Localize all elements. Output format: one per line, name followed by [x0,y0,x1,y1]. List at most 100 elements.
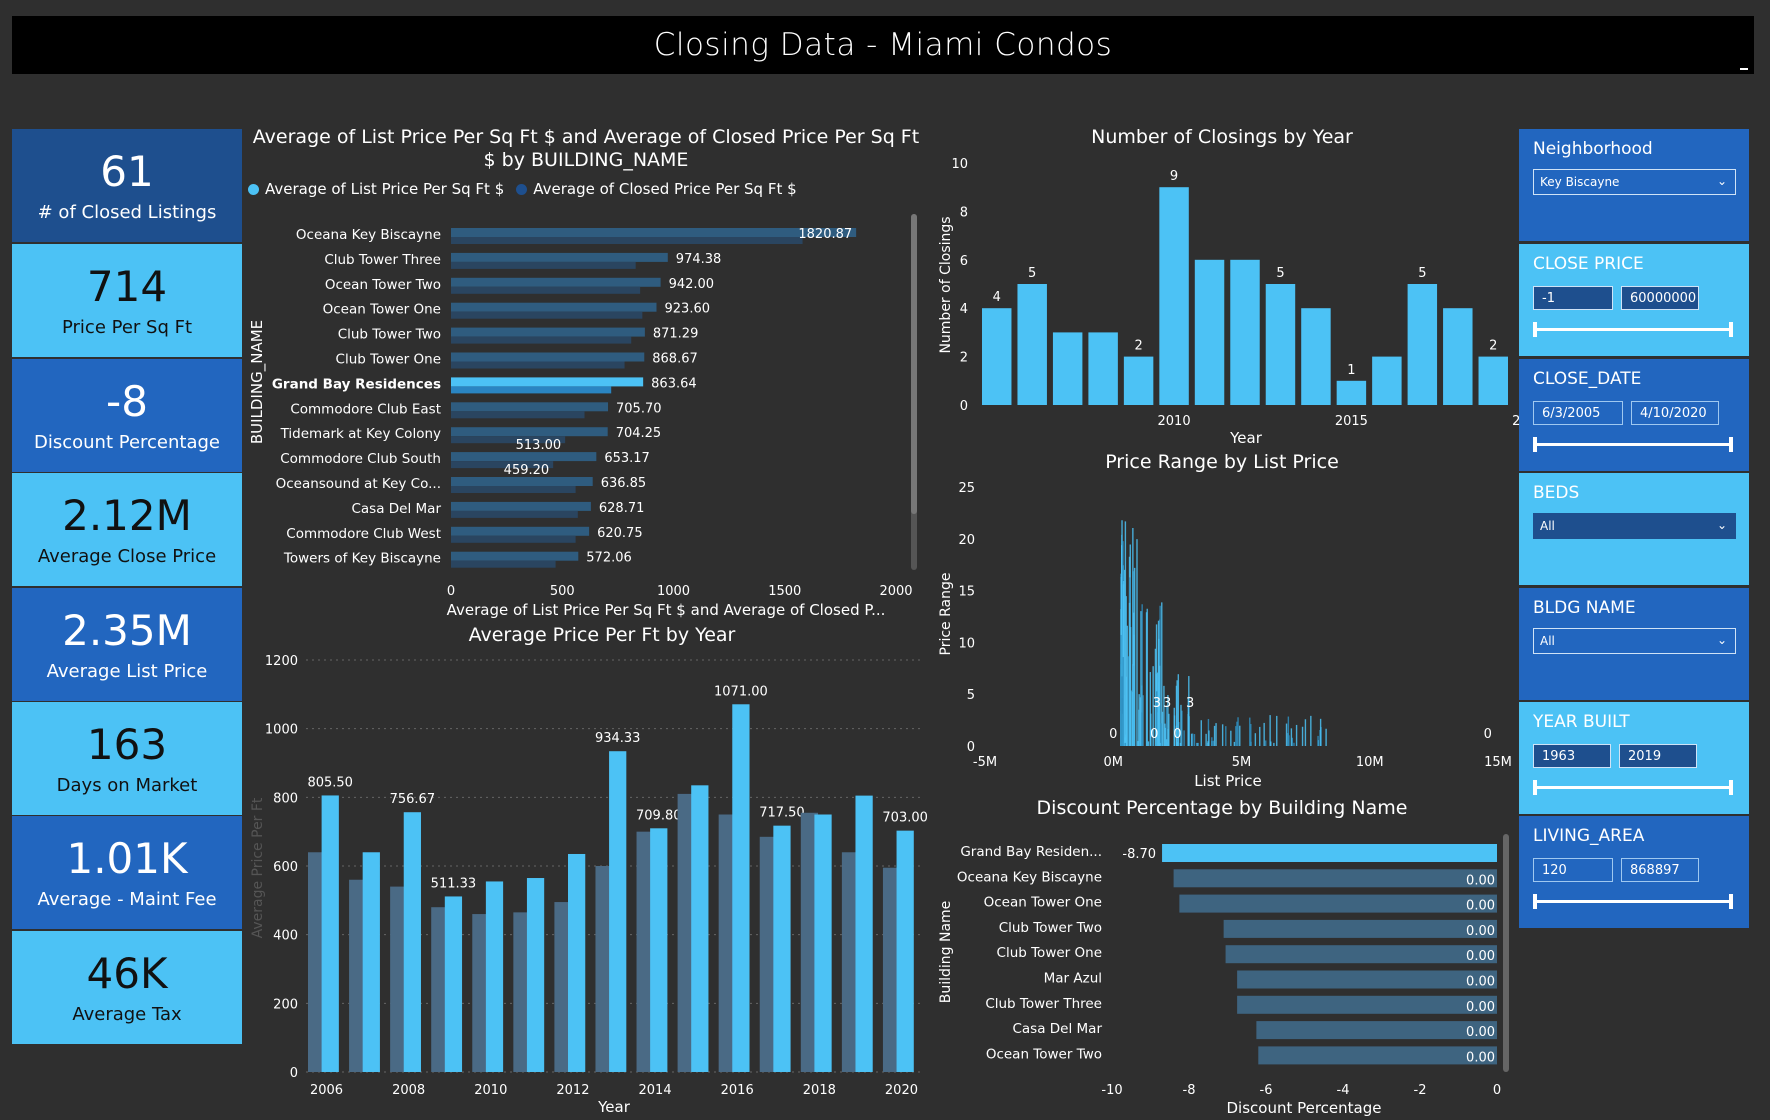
bar-closed-price [451,336,632,344]
y-tick-label: 4 [960,302,968,317]
data-label: 0.00 [1466,924,1495,939]
data-label: 0.00 [1466,1025,1495,1040]
kpi-value: 46K [86,948,168,998]
bar-closed-price [451,237,803,244]
closings-chart-title: Number of Closings by Year [1091,126,1353,148]
slider-handle-max[interactable] [1729,322,1733,337]
y-tick-label: 1000 [265,723,298,738]
bar-closed [759,836,777,1072]
year-built-slider[interactable] [1533,780,1733,795]
close-price-min-input[interactable]: -1 [1533,286,1613,310]
x-tick-label: 2020 [1512,414,1520,429]
kpi-average-tax: 46K Average Tax [12,931,242,1044]
discount-chart-title: Discount Percentage by Building Name [1036,797,1408,819]
x-axis-title: Year [1229,429,1263,447]
kpi-label: Average Tax [72,1004,182,1026]
living-area-max-input[interactable]: 868897 [1621,858,1699,882]
close-date-slider[interactable] [1533,437,1733,452]
year-built-min-input[interactable]: 1963 [1533,744,1611,768]
x-tick-label: 10M [1356,755,1384,770]
close-date-end-input[interactable]: 4/10/2020 [1631,401,1719,425]
y-axis-title: Price Range [938,573,954,656]
x-tick-label: 2020 [885,1083,918,1098]
slicer-title: LIVING_AREA [1533,826,1645,846]
bar-list [609,751,627,1072]
chevron-down-icon: ⌄ [1716,174,1727,188]
bar-list [568,853,586,1072]
beds-dropdown[interactable]: All ⌄ [1533,513,1736,539]
data-label: 5 [1028,266,1036,281]
report-title: Closing Data - Miami Condos [653,27,1113,63]
bar-list-price [451,427,608,437]
data-label-list: 942.00 [669,277,715,292]
slider-handle-min[interactable] [1533,780,1537,795]
category-label: Club Tower Three [985,996,1102,1012]
category-label: Grand Bay Residences [272,376,441,392]
data-label-list: 705.70 [616,401,662,416]
bar-list [773,825,791,1072]
slider-handle-min[interactable] [1533,894,1537,909]
bar-closings [1443,308,1473,405]
bldg-name-dropdown[interactable]: All ⌄ [1533,628,1736,654]
x-tick-label: 0M [1104,755,1124,770]
minimize-icon[interactable] [1740,68,1748,70]
bar-list-price [451,477,593,486]
data-label: 709.80 [636,808,682,823]
discount-by-building-chart: Grand Bay Residen... -8.70 Oceana Key Bisc… [938,834,1509,1117]
avg-price-per-ft-chart: 0 200 400 600 800 1000 1200 805.50 756.67 511.33 9… [250,654,928,1116]
slider-handle-min[interactable] [1533,322,1537,337]
category-label: Grand Bay Residen... [960,844,1102,860]
bar-closed [349,879,367,1072]
living-area-min-input[interactable]: 120 [1533,858,1613,882]
kpi-value: 1.01K [66,833,188,883]
x-tick-label: 15M [1484,755,1512,770]
bar-list-price [451,377,644,387]
neighborhood-dropdown[interactable]: Key Biscayne ⌄ [1533,169,1736,195]
slider-handle-max[interactable] [1729,437,1733,452]
bar-closings [1265,284,1296,405]
bar-discount [1237,995,1497,1014]
data-label: 3 [1163,696,1171,711]
legend-dot-closed [516,183,528,195]
slicer-title: BEDS [1533,483,1580,503]
bar-closed-price [451,361,625,369]
data-label: 0.00 [1466,873,1495,888]
scrollbar-track [1503,834,1509,1072]
living-area-slider[interactable] [1533,894,1733,909]
data-label: 934.33 [595,731,641,746]
x-tick-label: 0 [1493,1083,1501,1098]
slicer-title: CLOSE_DATE [1533,369,1642,389]
bar-closed [554,902,572,1072]
y-axis-title: Average Price Per Ft [250,797,266,938]
dropdown-value: Key Biscayne [1540,175,1620,189]
y-tick-label: 6 [960,254,968,269]
data-label-list: 1820.87 [798,227,852,242]
y-tick-label: 800 [273,791,298,806]
bar-discount [1223,919,1497,938]
bar-list [526,878,545,1072]
kpi-value: 2.12M [62,490,192,540]
data-label: 0 [1109,727,1117,742]
data-label: 3 [1153,696,1161,711]
y-tick-label: 200 [273,997,298,1012]
slider-handle-max[interactable] [1729,894,1733,909]
close-date-start-input[interactable]: 6/3/2005 [1533,401,1623,425]
year-built-max-input[interactable]: 2019 [1619,744,1697,768]
bar-closed [390,886,408,1072]
slider-handle-max[interactable] [1729,780,1733,795]
bar-closings [1017,284,1047,405]
data-label-list: 923.60 [665,302,711,317]
bar-list-price [451,228,857,237]
data-label: 0.00 [1466,899,1495,914]
close-price-slider[interactable] [1533,322,1733,337]
report-title-bar: Closing Data - Miami Condos [12,16,1754,74]
category-label: Commodore Club East [290,401,441,417]
bar-closed [595,866,613,1072]
slider-handle-min[interactable] [1533,437,1537,452]
bar-list [321,795,339,1072]
close-price-max-input[interactable]: 60000000 [1621,286,1699,310]
data-label: 9 [1170,169,1178,184]
kpi-label: Average List Price [46,661,208,683]
y-tick-label: 15 [958,585,975,600]
